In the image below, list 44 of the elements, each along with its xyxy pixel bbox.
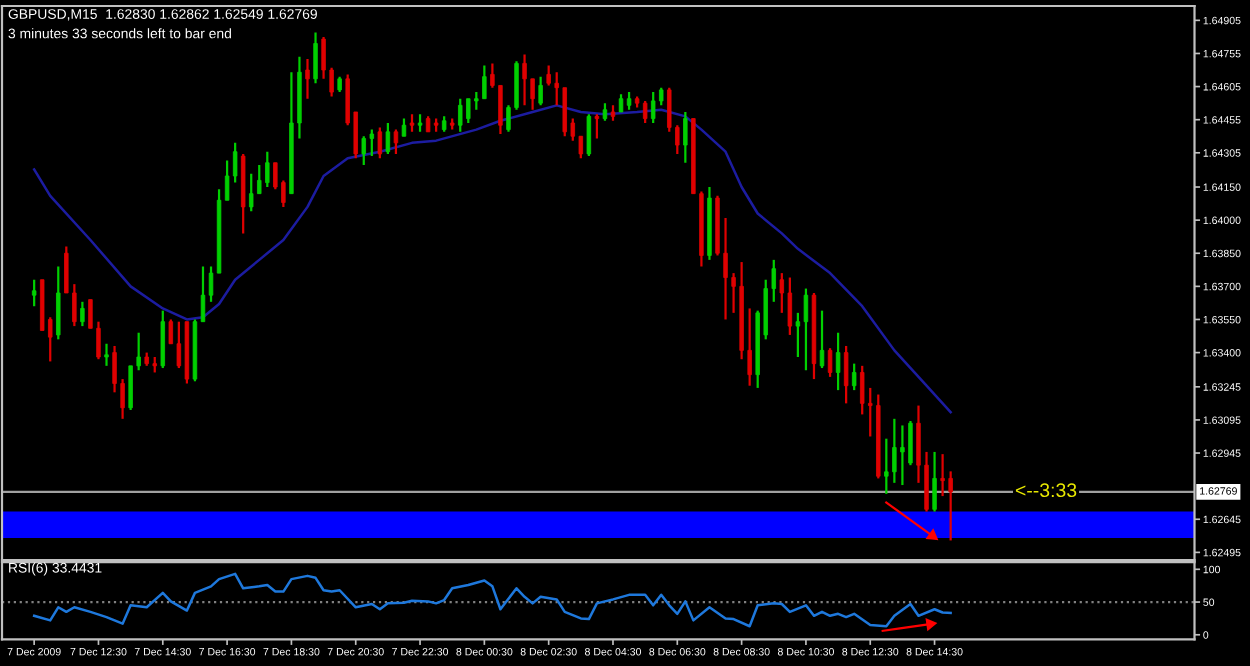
candlestick (482, 64, 487, 100)
candlestick (586, 113, 592, 158)
candlestick (835, 331, 841, 392)
candlestick (683, 110, 688, 164)
candlestick (827, 347, 833, 378)
candlestick (393, 128, 399, 156)
candlestick (31, 278, 37, 308)
candlestick (466, 97, 471, 125)
candlestick (361, 135, 366, 167)
candlestick (265, 150, 270, 189)
candlestick (908, 419, 913, 467)
candlestick (843, 344, 849, 405)
candlestick (803, 287, 809, 372)
candlestick (940, 453, 945, 498)
candlestick (562, 86, 567, 138)
candlestick (248, 172, 254, 213)
candlestick (546, 64, 551, 87)
line-series (32, 572, 952, 628)
candlestick (56, 265, 61, 341)
candlestick (787, 276, 793, 337)
candlestick (208, 265, 214, 303)
candlestick (884, 437, 889, 495)
annotation: <--3:33 (1015, 483, 1077, 498)
candlestick (932, 450, 937, 513)
candlestick (160, 309, 166, 370)
candlestick (650, 90, 656, 125)
candlestick (851, 362, 857, 392)
candlestick (369, 128, 375, 158)
candlestick (900, 424, 905, 487)
candlestick (458, 97, 463, 133)
candlestick (859, 364, 865, 416)
candlestick (594, 113, 600, 140)
candlestick (80, 300, 85, 328)
candlestick (385, 121, 391, 156)
candlestick (538, 75, 543, 107)
candlestick (313, 31, 318, 85)
candlestick (377, 126, 383, 160)
candlestick (305, 57, 310, 100)
candlestick (948, 470, 953, 542)
candlestick (128, 364, 133, 412)
candlestick (642, 99, 648, 125)
candlestick (892, 417, 897, 484)
candlestick (104, 342, 109, 367)
candlestick (522, 53, 527, 107)
